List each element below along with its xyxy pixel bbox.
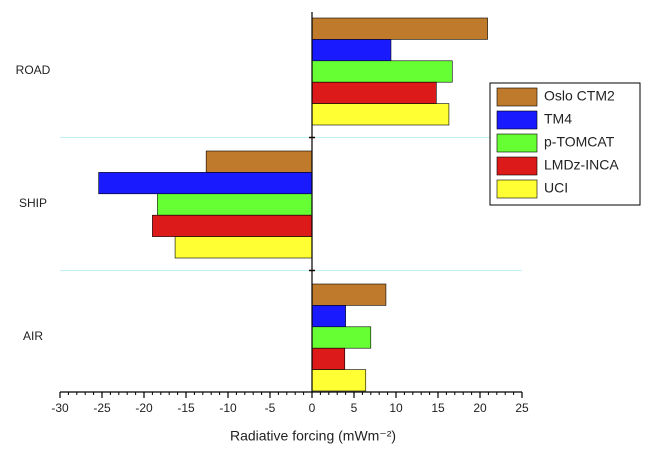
legend-label: p-TOMCAT bbox=[544, 134, 615, 150]
x-tick-label: -5 bbox=[265, 401, 276, 415]
category-label: ROAD bbox=[16, 63, 51, 77]
x-tick-label: -25 bbox=[93, 401, 111, 415]
bar bbox=[311, 283, 387, 306]
legend-swatch bbox=[496, 156, 538, 176]
category-label: SHIP bbox=[19, 196, 47, 210]
x-axis-title: Radiative forcing (mWm⁻²) bbox=[230, 428, 396, 444]
x-tick-label: 15 bbox=[431, 401, 445, 415]
bar bbox=[152, 214, 313, 237]
bar bbox=[311, 60, 453, 83]
x-tick-label: -10 bbox=[219, 401, 237, 415]
x-tick-label: 20 bbox=[473, 401, 487, 415]
bar bbox=[311, 326, 372, 349]
legend-swatch bbox=[496, 110, 538, 130]
bar bbox=[311, 103, 450, 126]
x-tick-label: 0 bbox=[309, 401, 316, 415]
legend-swatch bbox=[496, 179, 538, 199]
bar bbox=[311, 369, 367, 392]
legend-label: TM4 bbox=[544, 111, 572, 127]
x-tick-label: 10 bbox=[389, 401, 403, 415]
bar bbox=[311, 347, 346, 370]
legend-label: UCI bbox=[544, 180, 568, 196]
bar bbox=[311, 305, 346, 328]
category-label: AIR bbox=[23, 329, 43, 343]
bar bbox=[311, 39, 392, 62]
x-tick-label: 5 bbox=[351, 401, 358, 415]
bar bbox=[311, 81, 437, 104]
legend: Oslo CTM2 TM4 p-TOMCAT LMDz-INCA UCI bbox=[489, 82, 641, 206]
x-tick-label: -20 bbox=[135, 401, 153, 415]
legend-swatch bbox=[496, 87, 538, 107]
bar bbox=[205, 150, 313, 173]
bar bbox=[311, 17, 488, 40]
legend-label: Oslo CTM2 bbox=[544, 88, 615, 104]
legend-swatch bbox=[496, 133, 538, 153]
x-tick-label: 25 bbox=[515, 401, 529, 415]
x-tick-label: -30 bbox=[51, 401, 69, 415]
legend-label: LMDz-INCA bbox=[544, 157, 619, 173]
bar bbox=[174, 236, 313, 259]
x-tick-label: -15 bbox=[177, 401, 195, 415]
bar bbox=[98, 172, 313, 195]
bar bbox=[157, 193, 313, 216]
